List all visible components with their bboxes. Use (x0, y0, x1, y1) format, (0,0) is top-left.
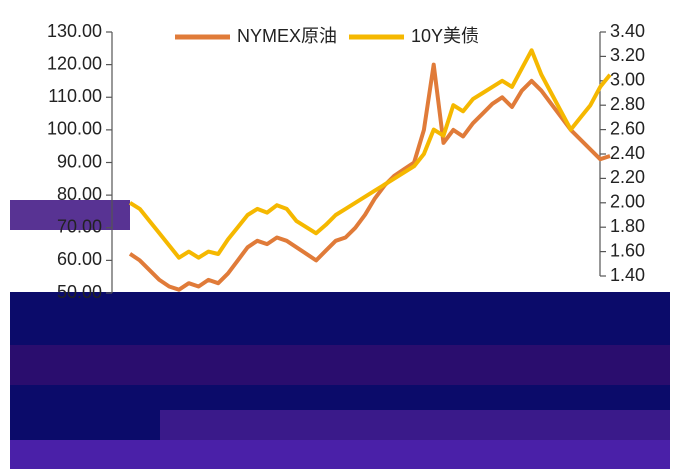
y2-tick-label: 2.40 (610, 143, 645, 163)
series-line (128, 62, 611, 292)
legend-label: 10Y美债 (411, 26, 479, 46)
y2-tick-label: 2.00 (610, 192, 645, 212)
y-tick-label: 130.00 (47, 21, 102, 41)
y2-tick-label: 2.20 (610, 167, 645, 187)
y-tick-label: 60.00 (57, 249, 102, 269)
series-line (128, 48, 612, 260)
y2-tick-label: 1.60 (610, 240, 645, 260)
legend-label: NYMEX原油 (237, 26, 337, 46)
y-tick-label: 100.00 (47, 119, 102, 139)
y-tick-label: 80.00 (57, 184, 102, 204)
y-tick-label: 90.00 (57, 151, 102, 171)
glitch-bands (10, 200, 670, 469)
y2-tick-label: 1.80 (610, 216, 645, 236)
y2-tick-label: 3.20 (610, 45, 645, 65)
y-tick-label: 50.00 (57, 282, 102, 302)
plot: 50.00 60.00 70.00 80.00 90.00 100.00 110.00 120… (47, 21, 645, 302)
y2-tick-label: 3.40 (610, 21, 645, 41)
y2-tick-label: 2.60 (610, 118, 645, 138)
y-tick-label: 70.00 (57, 217, 102, 237)
y2-tick-label: 3.00 (610, 70, 645, 90)
y-tick-label: 110.00 (48, 86, 102, 106)
y-tick-label: 120.00 (47, 53, 102, 73)
y2-tick-label: 1.40 (610, 265, 645, 285)
y2-tick-label: 2.80 (610, 94, 645, 114)
